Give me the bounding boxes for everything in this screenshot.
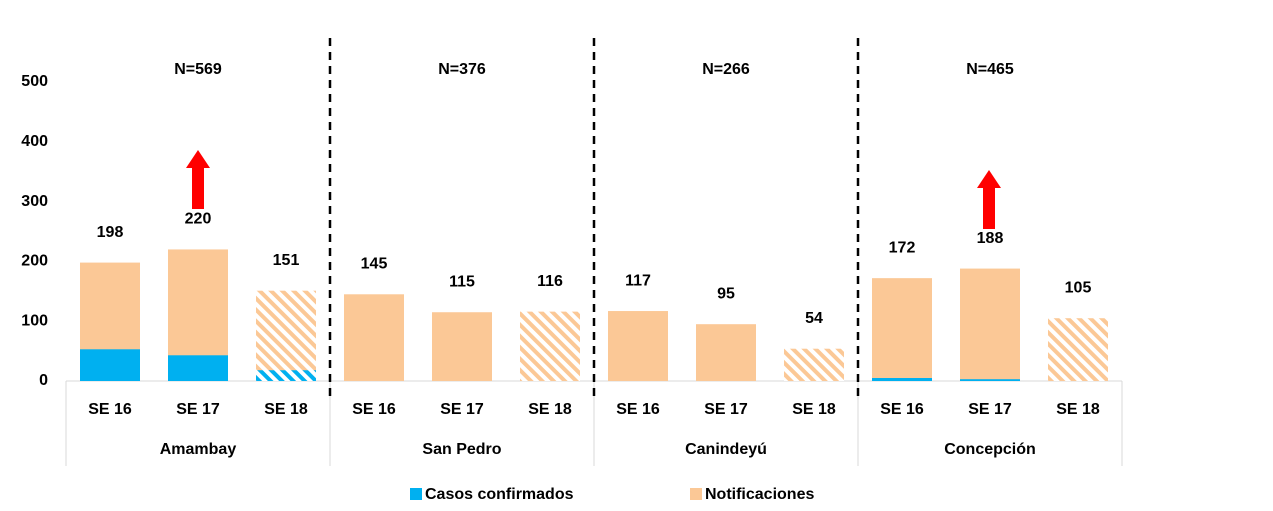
x-tick-label: SE 17	[704, 401, 748, 418]
y-tick-label: 100	[21, 312, 48, 329]
value-label: 145	[361, 256, 388, 273]
group-n-label: N=569	[174, 61, 222, 78]
value-label: 95	[717, 285, 735, 302]
value-label: 198	[97, 224, 124, 241]
bar	[960, 268, 1020, 381]
trend-arrow	[186, 150, 210, 209]
group-n-label: N=266	[702, 61, 750, 78]
group-label: Canindeyú	[685, 441, 767, 458]
group-n-label: N=376	[438, 61, 486, 78]
x-tick-label: SE 17	[176, 401, 220, 418]
value-label: 54	[805, 310, 823, 327]
value-label: 117	[625, 272, 651, 289]
y-tick-label: 300	[21, 193, 48, 210]
x-tick-label: SE 16	[616, 401, 660, 418]
y-tick-label: 200	[21, 253, 48, 270]
value-label: 115	[449, 273, 475, 290]
trend-arrow	[977, 170, 1001, 229]
bar	[344, 294, 404, 381]
value-label: 151	[273, 252, 300, 269]
legend-label: Notificaciones	[705, 486, 814, 503]
bar	[960, 379, 1020, 381]
legend-swatch	[410, 488, 422, 500]
bar	[872, 378, 932, 381]
group-label: Concepción	[944, 441, 1036, 458]
bar	[872, 278, 932, 381]
bar	[432, 312, 492, 381]
x-tick-label: SE 16	[880, 401, 924, 418]
bar	[784, 348, 844, 381]
bar	[1048, 318, 1108, 381]
group-n-label: N=465	[966, 61, 1014, 78]
value-label: 172	[889, 239, 916, 256]
legend-swatch	[690, 488, 702, 500]
x-tick-label: SE 18	[528, 401, 572, 418]
x-tick-label: SE 18	[1056, 401, 1100, 418]
group-label: San Pedro	[422, 441, 501, 458]
value-label: 105	[1065, 279, 1092, 296]
x-tick-label: SE 17	[440, 401, 484, 418]
legend-label: Casos confirmados	[425, 486, 574, 503]
y-tick-label: 500	[21, 73, 48, 90]
value-label: 220	[185, 211, 212, 228]
x-tick-label: SE 17	[968, 401, 1012, 418]
bar	[256, 370, 316, 381]
bar	[520, 311, 580, 381]
bar	[256, 290, 316, 381]
value-label: 188	[977, 230, 1004, 247]
bar	[696, 324, 756, 381]
y-tick-label: 0	[39, 372, 48, 389]
x-tick-label: SE 16	[352, 401, 396, 418]
group-label: Amambay	[160, 441, 237, 458]
y-tick-label: 400	[21, 133, 48, 150]
bar	[80, 349, 140, 381]
x-tick-label: SE 18	[264, 401, 308, 418]
value-label: 116	[537, 273, 563, 290]
bar	[608, 311, 668, 381]
bar	[168, 355, 228, 381]
x-tick-label: SE 16	[88, 401, 132, 418]
x-tick-label: SE 18	[792, 401, 836, 418]
